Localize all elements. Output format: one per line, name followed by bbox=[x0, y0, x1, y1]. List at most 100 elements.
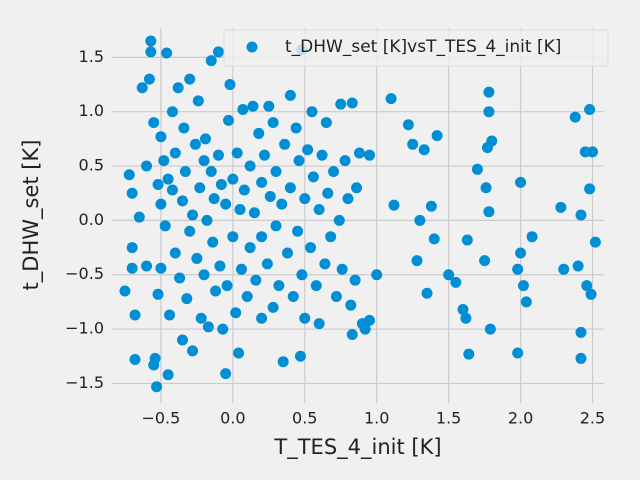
point bbox=[169, 147, 181, 159]
point bbox=[178, 122, 190, 134]
point bbox=[293, 155, 305, 167]
point bbox=[256, 231, 268, 243]
legend-box bbox=[223, 29, 609, 67]
point bbox=[428, 233, 440, 245]
point bbox=[230, 307, 242, 319]
point bbox=[330, 290, 342, 302]
point bbox=[483, 86, 495, 98]
point bbox=[581, 280, 593, 292]
x-tick-label: 0.5 bbox=[292, 409, 317, 428]
point bbox=[589, 236, 601, 248]
point bbox=[151, 381, 163, 393]
point bbox=[307, 171, 319, 183]
point bbox=[233, 347, 245, 359]
point bbox=[463, 348, 475, 360]
point bbox=[250, 274, 262, 286]
point bbox=[126, 187, 138, 199]
point bbox=[258, 149, 270, 161]
point bbox=[126, 262, 138, 274]
point bbox=[486, 135, 498, 147]
point bbox=[172, 82, 184, 94]
point bbox=[353, 147, 365, 159]
point bbox=[176, 334, 188, 346]
point bbox=[575, 209, 587, 221]
y-tick-label: −1.5 bbox=[65, 373, 104, 392]
point bbox=[460, 312, 472, 324]
point bbox=[569, 111, 581, 123]
point bbox=[520, 296, 532, 308]
point bbox=[129, 354, 141, 366]
point bbox=[515, 247, 527, 259]
point bbox=[270, 220, 282, 232]
point bbox=[407, 138, 419, 150]
point bbox=[248, 207, 260, 219]
point bbox=[187, 345, 199, 357]
point bbox=[335, 98, 347, 110]
point bbox=[319, 258, 331, 270]
point bbox=[264, 190, 276, 202]
point bbox=[181, 293, 193, 305]
point bbox=[256, 176, 268, 188]
y-tick-label: 0.0 bbox=[79, 210, 104, 229]
point bbox=[220, 198, 232, 210]
point bbox=[517, 280, 529, 292]
point bbox=[296, 269, 308, 281]
point bbox=[192, 95, 204, 107]
point bbox=[227, 231, 239, 243]
point bbox=[299, 193, 311, 205]
x-tick-label: 1.5 bbox=[436, 409, 461, 428]
point bbox=[237, 104, 249, 116]
point bbox=[152, 288, 164, 300]
point bbox=[279, 138, 291, 150]
point bbox=[483, 106, 495, 118]
point bbox=[166, 184, 178, 196]
point bbox=[292, 225, 304, 237]
point bbox=[195, 312, 207, 324]
point bbox=[166, 106, 178, 118]
point bbox=[364, 149, 376, 161]
y-tick-label: 1.0 bbox=[79, 101, 104, 120]
x-tick-label: 1.0 bbox=[364, 409, 389, 428]
point bbox=[220, 368, 232, 380]
point bbox=[184, 73, 196, 85]
point bbox=[247, 100, 259, 112]
point bbox=[161, 47, 173, 59]
point bbox=[176, 195, 188, 207]
point bbox=[141, 160, 153, 172]
point bbox=[313, 204, 325, 216]
point bbox=[325, 231, 337, 243]
point bbox=[461, 234, 473, 246]
point bbox=[261, 258, 273, 270]
point bbox=[141, 260, 153, 272]
point bbox=[431, 130, 443, 142]
point bbox=[159, 220, 171, 232]
point bbox=[235, 263, 247, 275]
y-tick-label: 0.5 bbox=[79, 156, 104, 175]
point bbox=[214, 260, 226, 272]
point bbox=[202, 321, 214, 333]
point bbox=[212, 46, 224, 58]
point bbox=[282, 247, 294, 259]
point bbox=[339, 155, 351, 167]
point bbox=[189, 138, 201, 150]
point bbox=[336, 263, 348, 275]
point bbox=[575, 352, 587, 364]
point bbox=[572, 260, 584, 272]
point bbox=[320, 117, 332, 129]
point bbox=[155, 198, 167, 210]
point bbox=[215, 179, 227, 191]
point bbox=[162, 173, 174, 185]
point bbox=[558, 263, 570, 275]
point bbox=[155, 262, 167, 274]
point bbox=[411, 255, 423, 267]
point bbox=[450, 276, 462, 288]
point bbox=[162, 369, 174, 381]
x-tick-label: 2.0 bbox=[508, 409, 533, 428]
point bbox=[346, 97, 358, 109]
point bbox=[515, 176, 527, 188]
point bbox=[586, 146, 598, 158]
point bbox=[169, 247, 181, 259]
point bbox=[359, 323, 371, 335]
y-tick-label: −1.0 bbox=[65, 319, 104, 338]
point bbox=[207, 236, 219, 248]
